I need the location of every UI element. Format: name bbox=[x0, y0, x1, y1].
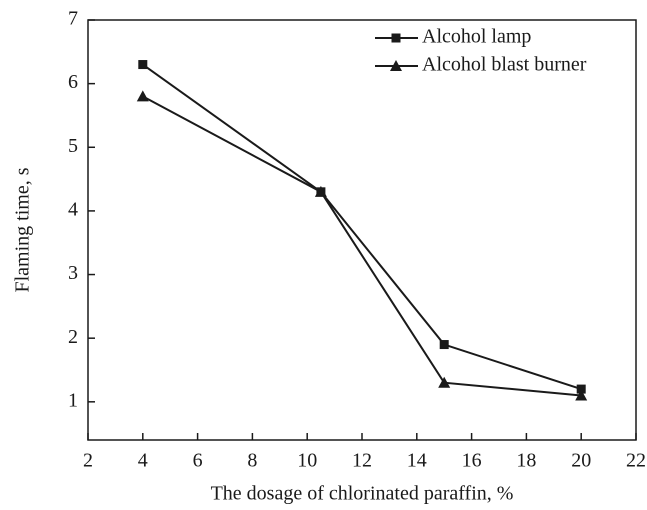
x-tick-label: 18 bbox=[516, 450, 536, 472]
legend-label: Alcohol blast burner bbox=[422, 54, 587, 76]
marker bbox=[575, 389, 588, 401]
y-tick-label: 5 bbox=[68, 135, 78, 157]
x-tick-label: 10 bbox=[297, 450, 317, 472]
x-tick-label: 12 bbox=[352, 450, 372, 472]
series-line bbox=[142, 95, 582, 397]
x-tick-label: 20 bbox=[571, 450, 591, 472]
y-tick-label: 4 bbox=[68, 199, 78, 221]
x-axis-label: The dosage of chlorinated paraffin, % bbox=[211, 483, 514, 505]
marker bbox=[391, 33, 401, 43]
x-tick-label: 4 bbox=[138, 450, 148, 472]
marker bbox=[438, 376, 451, 388]
x-tick-label: 8 bbox=[247, 450, 257, 472]
marker bbox=[314, 185, 327, 197]
x-tick-label: 6 bbox=[193, 450, 203, 472]
marker bbox=[439, 340, 449, 350]
y-tick-label: 1 bbox=[68, 389, 78, 411]
x-tick-label: 22 bbox=[626, 450, 646, 472]
series-line bbox=[142, 63, 582, 391]
marker bbox=[138, 60, 148, 70]
x-tick-label: 14 bbox=[407, 450, 427, 472]
marker bbox=[136, 90, 149, 102]
y-tick-label: 6 bbox=[68, 71, 78, 93]
x-tick-label: 16 bbox=[462, 450, 482, 472]
marker bbox=[390, 60, 402, 71]
legend-label: Alcohol lamp bbox=[422, 26, 531, 48]
marker bbox=[576, 384, 586, 394]
x-tick-label: 2 bbox=[83, 450, 93, 472]
y-tick-label: 7 bbox=[68, 8, 78, 30]
y-tick-label: 3 bbox=[68, 262, 78, 284]
y-tick-label: 2 bbox=[68, 326, 78, 348]
y-axis-label: Flaming time, s bbox=[12, 167, 34, 292]
